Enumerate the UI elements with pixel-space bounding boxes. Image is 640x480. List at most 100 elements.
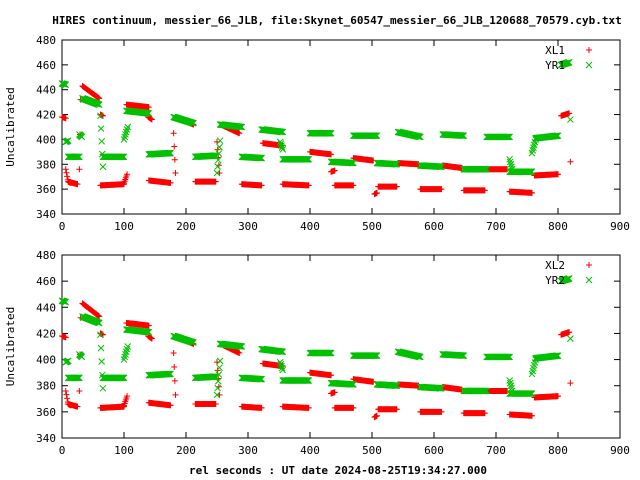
chart-title: HIRES continuum, messier_66_JLB, file:Sk… [52, 14, 622, 27]
data-point [148, 335, 155, 342]
data-point [190, 119, 197, 127]
data-point [76, 387, 83, 394]
series-yr1 [58, 59, 574, 177]
data-point [277, 360, 285, 368]
x-tick-label: 0 [59, 220, 66, 233]
data-point [76, 374, 83, 382]
data-point [145, 322, 152, 329]
data-point [350, 381, 357, 388]
data-point [97, 344, 105, 352]
data-point [172, 169, 179, 176]
data-point [167, 149, 174, 157]
y-tick-label: 420 [36, 109, 56, 122]
data-point [555, 393, 561, 400]
data-point [327, 129, 335, 137]
data-point [96, 313, 103, 320]
data-point [506, 353, 513, 361]
data-point [554, 352, 562, 360]
data-point [508, 384, 515, 392]
data-point [214, 163, 221, 170]
data-point [148, 116, 155, 123]
data-point [120, 136, 128, 143]
data-point [328, 151, 335, 158]
data-point [216, 137, 224, 145]
data-point [417, 353, 424, 361]
data-point [279, 128, 287, 136]
data-point [328, 372, 335, 379]
data-point [147, 334, 154, 341]
data-point [76, 153, 83, 161]
x-tick-label: 600 [424, 220, 444, 233]
data-point [555, 171, 561, 178]
data-point [64, 357, 72, 365]
x-tick-label: 200 [176, 220, 196, 233]
data-point [481, 410, 488, 417]
data-point [62, 166, 69, 173]
data-point [331, 389, 338, 396]
data-point [528, 189, 535, 196]
data-point [145, 109, 153, 117]
data-point [566, 110, 573, 117]
data-point [74, 181, 81, 188]
data-point [279, 348, 287, 356]
data-point [76, 166, 83, 173]
data-point [94, 312, 101, 319]
data-point [216, 143, 223, 151]
data-point [278, 144, 286, 151]
data-point [63, 169, 70, 176]
data-point [438, 163, 445, 171]
data-point [97, 112, 104, 120]
y-axis-label: Uncalibrated [4, 307, 17, 386]
data-point [172, 391, 179, 398]
data-point [460, 132, 468, 140]
x-tick-label: 0 [59, 444, 66, 457]
data-point [62, 387, 69, 394]
x-tick-label: 500 [362, 220, 382, 233]
data-point [212, 152, 220, 159]
y-tick-label: 400 [36, 354, 56, 367]
data-point [238, 123, 246, 131]
data-point [236, 130, 243, 137]
data-point [99, 163, 107, 171]
legend-marker [585, 61, 593, 69]
data-point [97, 331, 104, 339]
data-point [506, 379, 514, 387]
data-point [64, 137, 72, 145]
data-point [167, 179, 174, 186]
data-point [145, 328, 153, 336]
series-xl2 [59, 300, 574, 421]
y-tick-label: 440 [36, 301, 56, 314]
y-tick-label: 480 [36, 249, 56, 262]
data-point [145, 104, 152, 111]
data-point [62, 81, 70, 89]
data-point [148, 335, 155, 342]
data-point [373, 412, 380, 419]
data-point [566, 329, 573, 336]
data-point [507, 382, 515, 390]
lower-plot-panel: 0 100 200 300 400 500 600 700 800 900 340 360 380 400… [4, 249, 630, 457]
x-tick-label: 100 [114, 220, 134, 233]
data-point [528, 168, 536, 176]
data-point [483, 387, 491, 395]
y-tick-label: 380 [36, 158, 56, 171]
data-point [213, 169, 221, 177]
data-point [95, 312, 102, 319]
y-tick-label: 440 [36, 84, 56, 97]
legend-label: YR2 [545, 274, 565, 287]
data-point [124, 171, 131, 178]
x-tick-label: 900 [610, 444, 630, 457]
data-point [278, 362, 285, 370]
data-point [214, 384, 221, 392]
data-point [373, 189, 380, 196]
data-point [212, 373, 220, 380]
data-point [567, 116, 574, 123]
x-tick-label: 400 [300, 444, 320, 457]
data-point [62, 298, 70, 306]
x-tick-label: 200 [176, 444, 196, 457]
data-point [506, 155, 513, 163]
y-tick-label: 400 [36, 133, 56, 146]
data-point [64, 173, 71, 180]
data-point [78, 353, 86, 361]
data-point [528, 412, 535, 419]
y-tick-label: 360 [36, 183, 56, 196]
